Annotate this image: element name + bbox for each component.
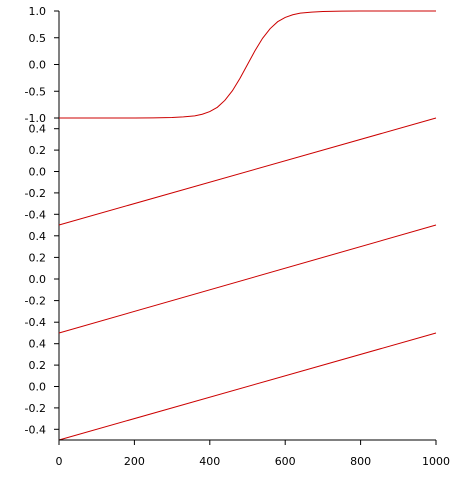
panel-linear-1: -0.4 -0.2 0.0 0.2 0.4 [25,117,437,226]
panel-sigmoid: -1.0 -0.5 0.0 0.5 1.0 [25,5,436,125]
y-tick-label: 1.0 [29,5,47,18]
y-tick-label: 0.4 [29,230,47,243]
y-tick-label: -0.4 [25,316,46,329]
panel-linear-3: -0.4 -0.2 0.0 0.2 0.4 [25,332,437,441]
series-line-linear-3 [58,332,437,441]
x-tick-label: 800 [350,455,371,468]
series-line-linear-2 [58,224,437,334]
y-tick-label: 0.4 [29,123,47,136]
y-tick-label: 0.4 [29,338,47,351]
x-tick-label: 1000 [422,455,450,468]
y-tick-label: -0.2 [25,295,46,308]
y-tick-label: 0.2 [29,251,47,264]
y-tick-label: -0.4 [25,208,46,221]
chart-panels: -1.0-0.50.00.51.0-0.4-0.20.00.20.4-0.4-0… [25,5,437,441]
y-tick-label: 0.2 [29,359,47,372]
y-tick-label: 0.0 [29,381,47,394]
y-tick-label: 0.0 [29,59,47,72]
x-axis: 0 200 400 600 800 1000 [56,439,450,468]
x-tick-label: 200 [124,455,145,468]
y-tick-label: -0.2 [25,402,46,415]
y-tick-label: -0.4 [25,423,46,436]
x-tick-label: 0 [56,455,63,468]
series-line-linear-1 [58,117,437,226]
y-tick-label: -1.0 [25,112,46,125]
x-tick-label: 600 [275,455,296,468]
y-tick-label: 0.2 [29,144,47,157]
y-tick-label: 0.0 [29,273,47,286]
panel-linear-2: -0.4 -0.2 0.0 0.2 0.4 [25,224,437,334]
y-tick-label: -0.2 [25,187,46,200]
series-line-sigmoid [59,10,436,119]
y-tick-label: -0.5 [25,85,46,98]
x-tick-label: 400 [199,455,220,468]
y-tick-label: 0.5 [29,32,47,45]
y-tick-label: 0.0 [29,166,47,179]
